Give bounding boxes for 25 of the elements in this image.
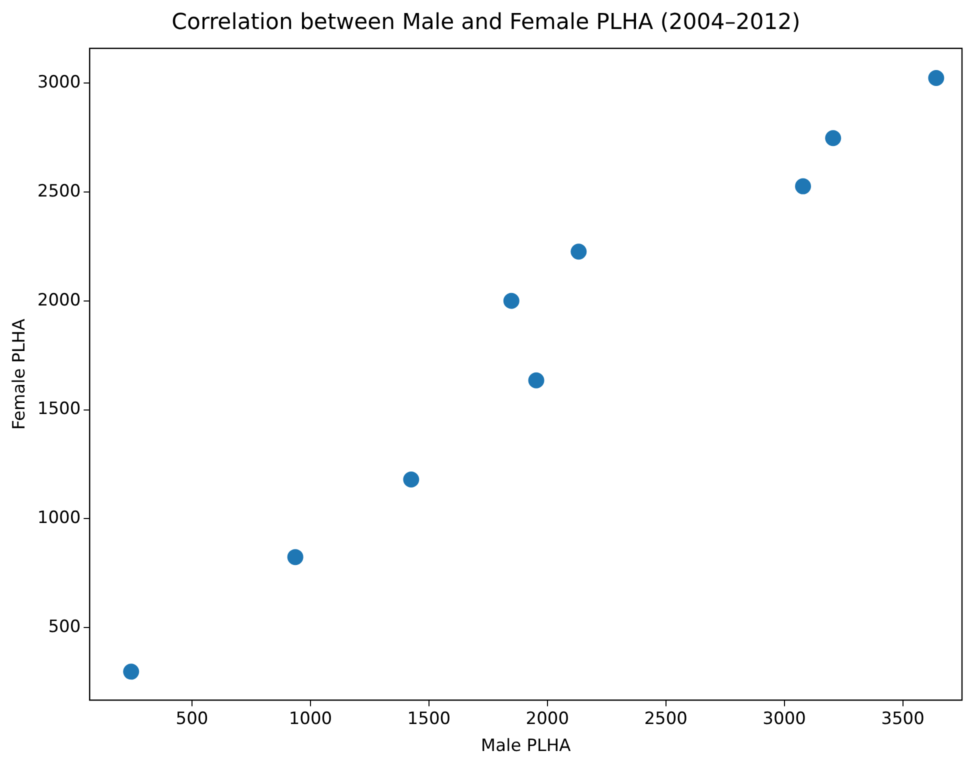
point (503, 292, 520, 309)
y-axis-title: Female PLHA (10, 318, 30, 430)
point (570, 244, 587, 260)
point (403, 472, 420, 488)
x-tick-label: 1000 (288, 708, 332, 729)
x-tick-label: 3500 (881, 708, 924, 729)
y-tick-label: 500 (48, 617, 81, 638)
x-tick-label: 2500 (644, 708, 688, 729)
x-tick-label: 2000 (526, 708, 570, 729)
x-tick-label: 500 (176, 708, 208, 729)
point (928, 70, 944, 86)
y-tick-label: 3000 (37, 72, 81, 92)
y-tick-label: 2500 (37, 181, 81, 202)
x-axis-title: Male PLHA (480, 736, 572, 756)
point (795, 178, 812, 194)
chart-title: Correlation between Male and Female PLHA (2004–2012) (172, 10, 800, 35)
y-tick-label: 1000 (37, 508, 81, 528)
point (287, 549, 304, 566)
x-tick-label: 3000 (762, 708, 806, 729)
point (825, 130, 842, 146)
y-tick-label: 2000 (37, 290, 81, 310)
point (528, 372, 544, 388)
y-tick-label: 1500 (37, 399, 81, 420)
x-tick-label: 1500 (407, 708, 451, 729)
point (123, 664, 140, 680)
